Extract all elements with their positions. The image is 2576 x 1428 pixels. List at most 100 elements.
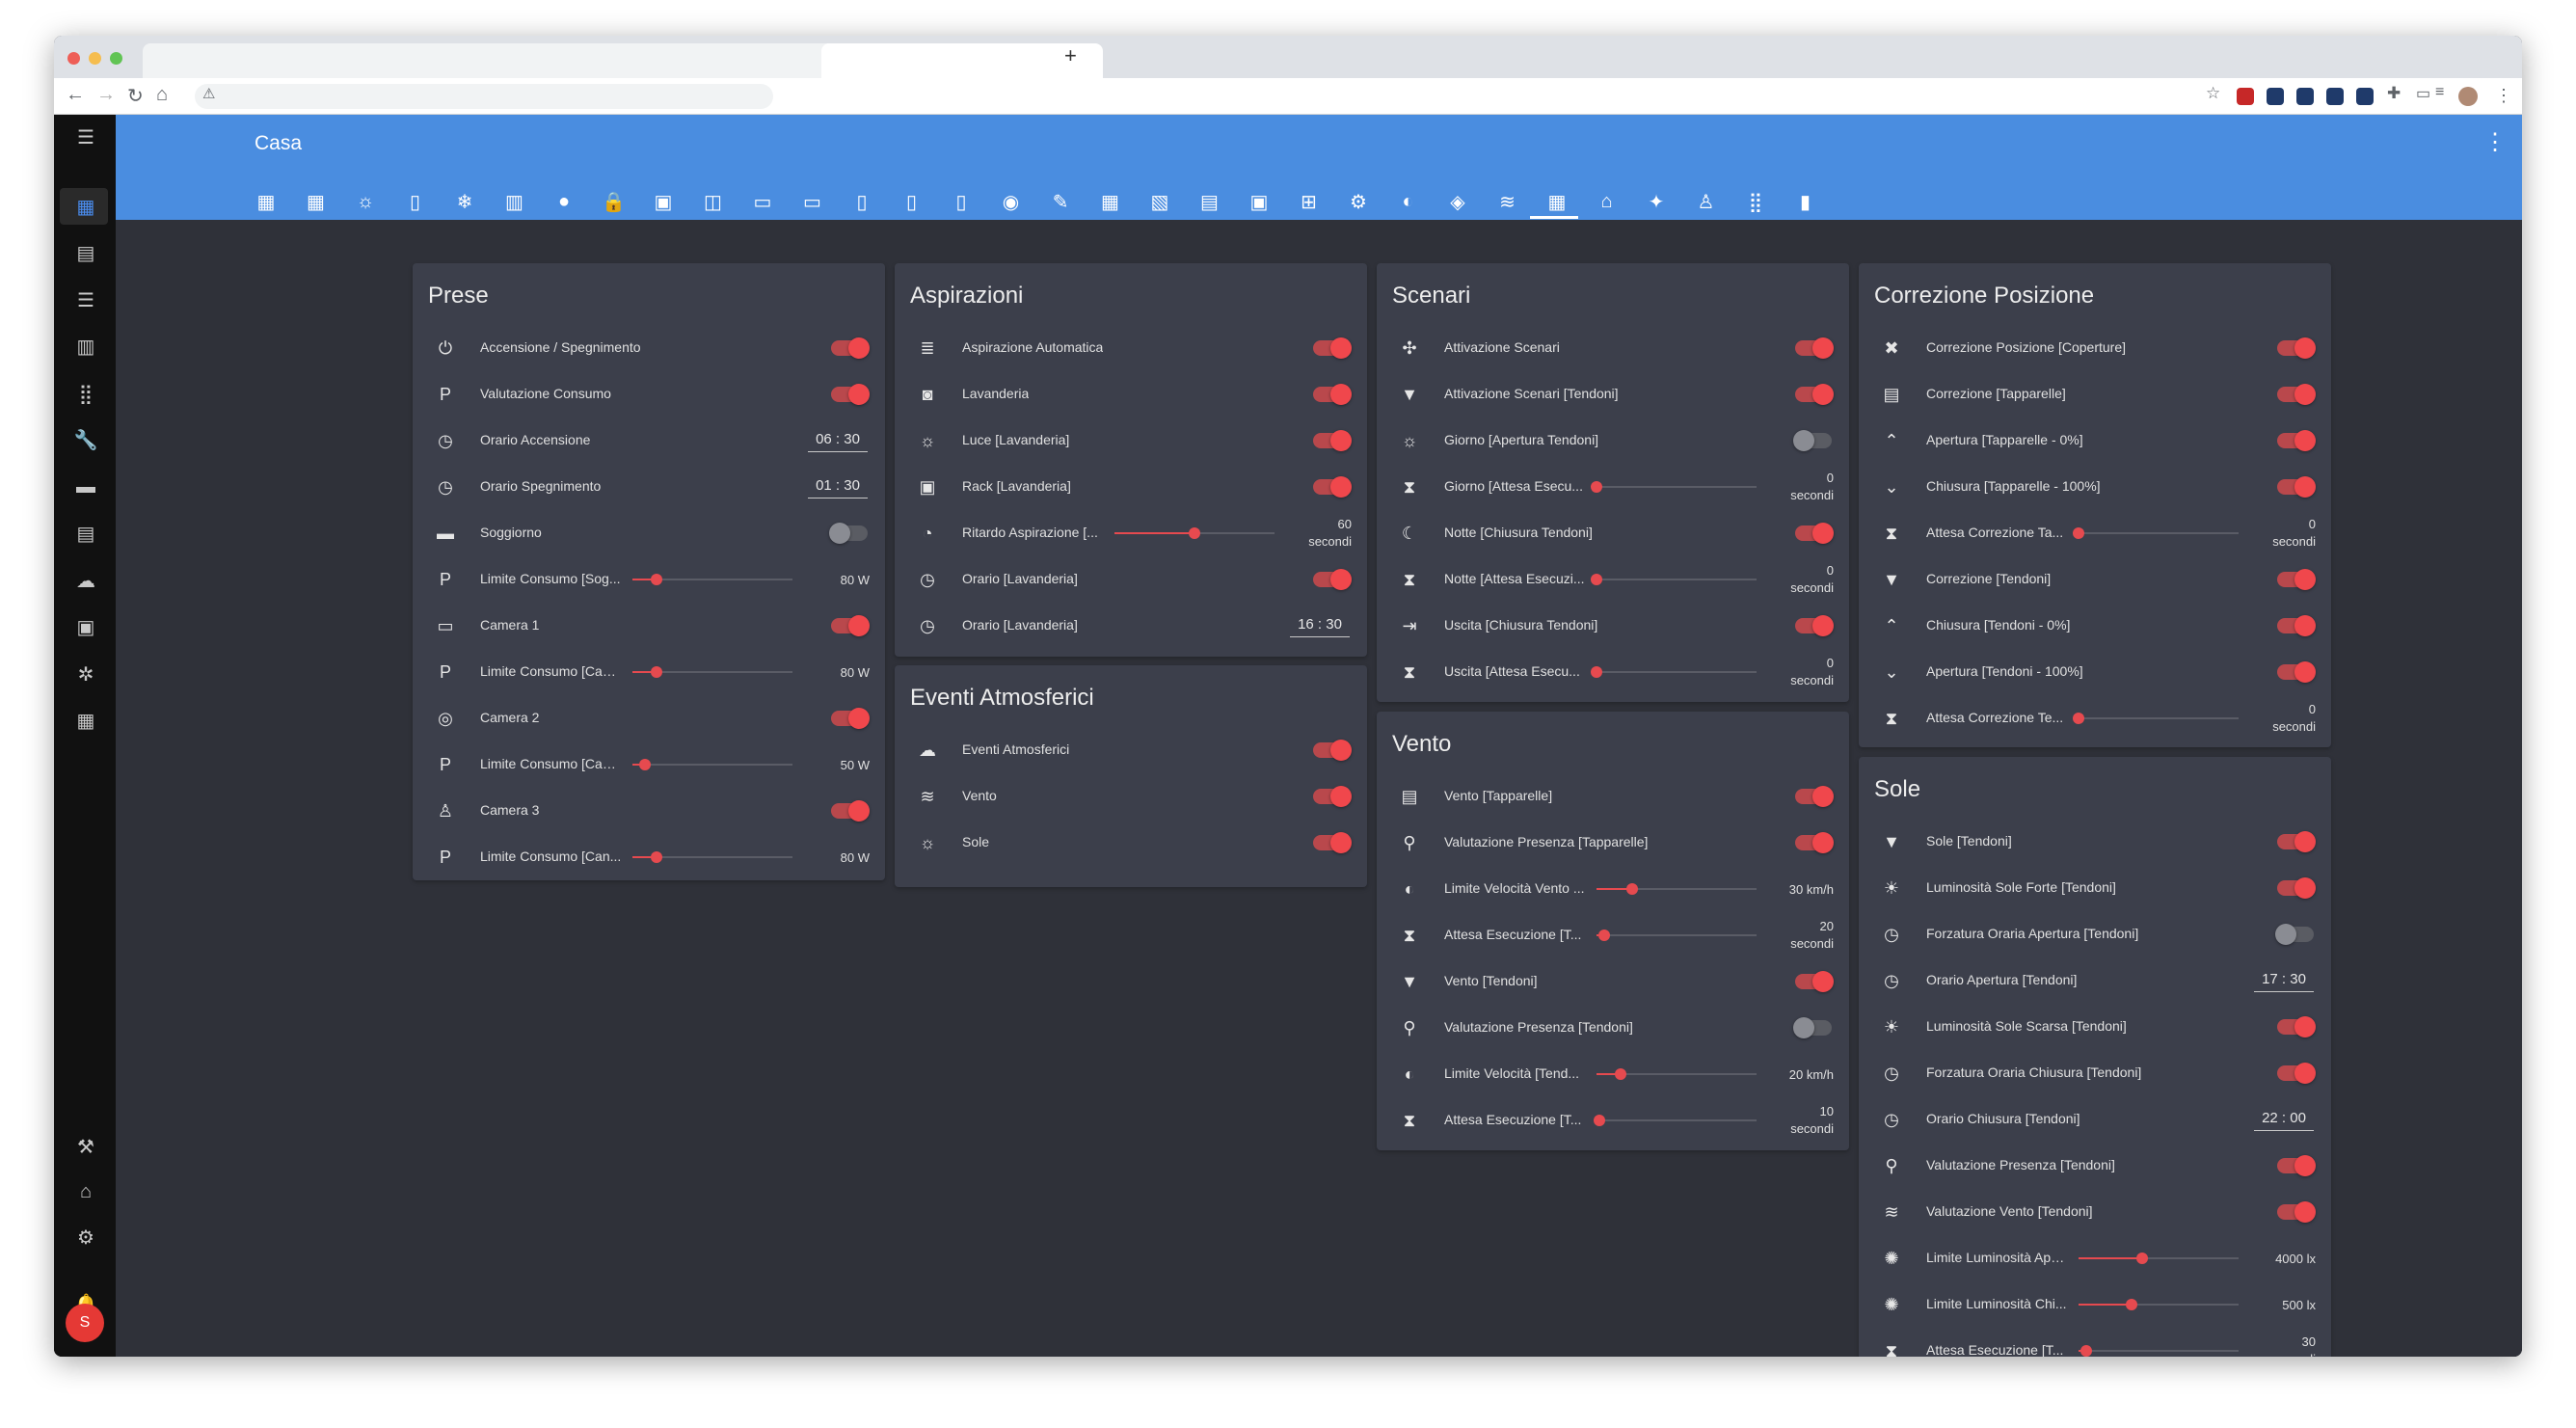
view-tab-dashboard-icon[interactable]: ▦	[307, 191, 325, 213]
time-input[interactable]: 17 : 30	[2254, 967, 2314, 992]
reload-icon[interactable]: ↻	[127, 86, 144, 107]
range-slider[interactable]	[1597, 883, 1757, 895]
toggle-switch[interactable]	[2277, 831, 2316, 852]
sidebar-list-icon[interactable]: ☰	[77, 289, 94, 311]
slider-thumb[interactable]	[2073, 713, 2084, 724]
sidebar-settings-cog-icon[interactable]: ✲	[77, 663, 94, 686]
browser-tab[interactable]	[143, 43, 875, 78]
range-slider[interactable]	[632, 759, 792, 770]
toggle-switch[interactable]	[831, 708, 870, 729]
toggle-switch[interactable]	[2277, 1201, 2316, 1223]
extension-icon[interactable]	[2326, 88, 2344, 105]
view-tab-grid-icon[interactable]: ⣿	[1748, 191, 1763, 213]
hamburger-menu-icon[interactable]: ☰	[77, 126, 94, 148]
view-tab-network-icon[interactable]: ⊞	[1301, 191, 1317, 213]
toggle-switch[interactable]	[829, 523, 868, 544]
slider-thumb[interactable]	[650, 851, 662, 863]
toggle-switch[interactable]	[1795, 615, 1834, 636]
slider-thumb[interactable]	[2073, 527, 2084, 539]
extension-icon[interactable]	[2296, 88, 2314, 105]
sidebar-chat-icon[interactable]: ▤	[76, 243, 95, 264]
view-tab-cast-icon[interactable]: ◫	[704, 191, 722, 213]
view-tab-cube-icon[interactable]: ◈	[1450, 191, 1465, 213]
forward-icon[interactable]: →	[96, 84, 116, 105]
toggle-switch[interactable]	[1313, 337, 1352, 359]
view-tab-car-icon[interactable]: ▣	[654, 191, 673, 213]
range-slider[interactable]	[2073, 713, 2239, 724]
slider-thumb[interactable]	[2136, 1253, 2149, 1264]
view-tab-water-drop-icon[interactable]: ●	[557, 190, 571, 212]
range-slider[interactable]	[632, 666, 792, 678]
view-tab-router-icon[interactable]: ▯	[905, 191, 917, 213]
toggle-switch[interactable]	[1313, 832, 1352, 853]
maximize-window-button[interactable]	[110, 52, 122, 65]
toggle-switch[interactable]	[2277, 337, 2316, 359]
view-tab-calendar-icon[interactable]: ▦	[1101, 191, 1119, 213]
slider-thumb[interactable]	[1591, 666, 1602, 678]
slider-thumb[interactable]	[1594, 1115, 1606, 1126]
view-tab-panel-icon[interactable]: ▤	[1200, 191, 1219, 213]
extension-shield-icon[interactable]	[2237, 88, 2254, 105]
sidebar-cloud-icon[interactable]: ☁	[76, 570, 95, 592]
range-slider[interactable]	[1597, 930, 1757, 941]
toggle-switch[interactable]	[831, 800, 870, 822]
view-tab-light-bulb-icon[interactable]: ☼	[356, 190, 375, 212]
view-tab-compass-icon[interactable]: ◐	[1402, 190, 1414, 212]
sidebar-document-icon[interactable]: ▤	[76, 524, 95, 545]
view-tab-speaker-icon[interactable]: ▯	[856, 191, 868, 213]
toggle-switch[interactable]	[2277, 1063, 2316, 1084]
address-bar[interactable]	[195, 84, 773, 109]
toggle-switch[interactable]	[1313, 740, 1352, 761]
view-tab-leaf-icon[interactable]: ✎	[1052, 191, 1069, 213]
sidebar-dashboard-icon[interactable]: ▦	[76, 196, 95, 218]
view-tab-ac-icon[interactable]: ❄	[456, 191, 473, 213]
cast-icon[interactable]: ▭	[2416, 86, 2431, 102]
range-slider[interactable]	[2079, 1345, 2239, 1357]
profile-avatar[interactable]	[2458, 87, 2478, 106]
toggle-switch[interactable]	[2277, 1155, 2316, 1176]
range-slider[interactable]	[1591, 481, 1757, 493]
toggle-switch[interactable]	[831, 337, 870, 359]
toggle-switch[interactable]	[1313, 430, 1352, 451]
view-tab-dock-icon[interactable]: ▣	[1249, 191, 1269, 213]
toggle-switch[interactable]	[2277, 569, 2316, 590]
time-input[interactable]: 16 : 30	[1290, 612, 1350, 637]
close-window-button[interactable]	[67, 52, 80, 65]
overflow-menu-icon[interactable]: ⋮	[2483, 129, 2507, 155]
range-slider[interactable]	[632, 851, 792, 863]
toggle-switch[interactable]	[2277, 1016, 2316, 1037]
view-tab-overview-icon[interactable]: ▦	[256, 191, 276, 213]
user-avatar[interactable]: S	[66, 1304, 104, 1342]
toggle-switch[interactable]	[1313, 786, 1352, 807]
range-slider[interactable]	[2079, 1299, 2239, 1310]
range-slider[interactable]	[1591, 574, 1757, 585]
view-tab-battery-icon[interactable]: ▮	[1799, 191, 1811, 213]
view-tab-radiator-icon[interactable]: ▥	[505, 191, 523, 213]
slider-thumb[interactable]	[639, 759, 652, 770]
range-slider[interactable]	[1591, 666, 1757, 678]
view-tab-home-icon[interactable]: ⌂	[1600, 190, 1613, 212]
toggle-switch[interactable]	[831, 615, 870, 636]
slider-thumb[interactable]	[1598, 930, 1611, 941]
toggle-switch[interactable]	[2277, 476, 2316, 498]
time-input[interactable]: 06 : 30	[808, 427, 868, 452]
slider-thumb[interactable]	[1614, 1068, 1626, 1080]
range-slider[interactable]	[1594, 1115, 1757, 1126]
view-tab-wind-icon[interactable]: ≋	[1499, 191, 1516, 213]
view-tab-tv-icon[interactable]: ▭	[803, 191, 821, 213]
sidebar-gear-icon[interactable]: ⚙	[77, 1226, 94, 1249]
toggle-switch[interactable]	[1795, 523, 1834, 544]
bookmark-star-icon[interactable]: ☆	[2206, 84, 2221, 102]
toggle-switch[interactable]	[1795, 384, 1834, 405]
slider-thumb[interactable]	[1189, 527, 1200, 539]
toggle-switch[interactable]	[2275, 924, 2314, 945]
toggle-switch[interactable]	[2277, 661, 2316, 683]
toggle-switch[interactable]	[2277, 615, 2316, 636]
time-input[interactable]: 22 : 00	[2254, 1106, 2314, 1131]
sidebar-terminal-icon[interactable]: ▣	[76, 617, 95, 638]
range-slider[interactable]	[1114, 527, 1275, 539]
range-slider[interactable]	[2079, 1253, 2239, 1264]
slider-thumb[interactable]	[650, 574, 662, 585]
toggle-switch[interactable]	[2277, 384, 2316, 405]
toggle-switch[interactable]	[1795, 832, 1834, 853]
